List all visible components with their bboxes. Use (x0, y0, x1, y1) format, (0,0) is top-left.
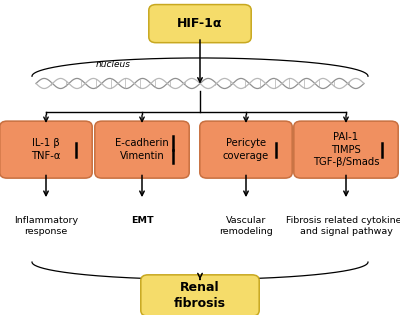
FancyBboxPatch shape (0, 121, 92, 178)
Text: Fibrosis related cytokines
and signal pathway: Fibrosis related cytokines and signal pa… (286, 216, 400, 236)
Text: HIF-1α: HIF-1α (177, 17, 223, 30)
Text: nucleus: nucleus (96, 60, 131, 69)
Text: E-cadherin
Vimentin: E-cadherin Vimentin (115, 138, 169, 161)
FancyBboxPatch shape (149, 4, 251, 43)
Text: EMT: EMT (131, 216, 153, 225)
Text: PAI-1
TIMPS
TGF-β/Smads: PAI-1 TIMPS TGF-β/Smads (313, 132, 379, 168)
Text: IL-1 β
TNF-α: IL-1 β TNF-α (31, 138, 61, 161)
FancyBboxPatch shape (95, 121, 189, 178)
Text: Vascular
remodeling: Vascular remodeling (219, 216, 273, 236)
Text: Pericyte
coverage: Pericyte coverage (223, 138, 269, 161)
FancyBboxPatch shape (200, 121, 292, 178)
FancyBboxPatch shape (141, 275, 259, 315)
Text: Renal
fibrosis: Renal fibrosis (174, 281, 226, 310)
Text: Inflammatory
response: Inflammatory response (14, 216, 78, 236)
FancyBboxPatch shape (294, 121, 398, 178)
